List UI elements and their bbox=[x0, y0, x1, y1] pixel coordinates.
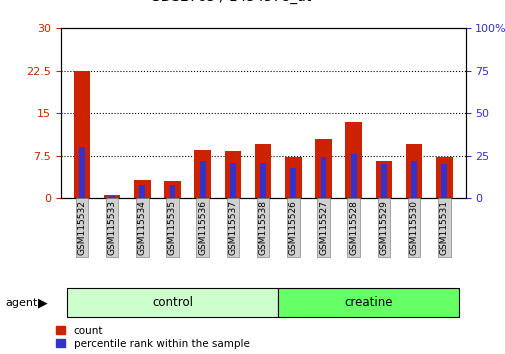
Bar bbox=[194, 150, 211, 198]
Bar bbox=[375, 161, 391, 198]
Bar bbox=[290, 168, 295, 198]
Bar bbox=[79, 147, 85, 198]
FancyBboxPatch shape bbox=[278, 288, 459, 317]
Text: GSM115531: GSM115531 bbox=[439, 200, 448, 255]
Bar bbox=[224, 151, 241, 198]
Text: GSM115535: GSM115535 bbox=[168, 200, 177, 255]
Bar bbox=[435, 157, 452, 198]
Bar bbox=[350, 154, 356, 198]
Text: ▶: ▶ bbox=[38, 296, 47, 309]
Bar bbox=[73, 71, 90, 198]
FancyBboxPatch shape bbox=[67, 288, 278, 317]
Bar bbox=[345, 122, 362, 198]
Bar bbox=[260, 162, 266, 198]
Bar bbox=[139, 185, 145, 198]
Bar bbox=[134, 180, 150, 198]
Text: GSM115534: GSM115534 bbox=[137, 200, 146, 255]
Text: GSM115529: GSM115529 bbox=[379, 200, 388, 255]
Bar bbox=[380, 164, 386, 198]
Bar bbox=[164, 181, 180, 198]
Bar bbox=[440, 164, 446, 198]
Text: GSM115526: GSM115526 bbox=[288, 200, 297, 255]
Bar bbox=[199, 161, 205, 198]
Text: GSM115537: GSM115537 bbox=[228, 200, 237, 255]
Text: GSM115528: GSM115528 bbox=[348, 200, 358, 255]
Text: creatine: creatine bbox=[344, 296, 392, 309]
Bar bbox=[255, 144, 271, 198]
Text: control: control bbox=[152, 296, 192, 309]
Text: GSM115538: GSM115538 bbox=[258, 200, 267, 255]
Bar bbox=[320, 158, 326, 198]
Text: GSM115536: GSM115536 bbox=[198, 200, 207, 255]
Text: agent: agent bbox=[5, 298, 37, 308]
Text: GSM115527: GSM115527 bbox=[319, 200, 327, 255]
Bar bbox=[284, 158, 301, 198]
Bar bbox=[104, 195, 120, 198]
Bar bbox=[315, 139, 331, 198]
Bar bbox=[230, 162, 235, 198]
Bar bbox=[109, 196, 115, 198]
Text: GSM115533: GSM115533 bbox=[108, 200, 116, 255]
Text: GSM115532: GSM115532 bbox=[77, 200, 86, 255]
Bar bbox=[169, 185, 175, 198]
Legend: count, percentile rank within the sample: count, percentile rank within the sample bbox=[56, 326, 249, 349]
Text: GDS2765 / 1454578_at: GDS2765 / 1454578_at bbox=[150, 0, 311, 4]
Text: GSM115530: GSM115530 bbox=[409, 200, 418, 255]
Bar bbox=[411, 161, 416, 198]
Bar bbox=[405, 144, 422, 198]
